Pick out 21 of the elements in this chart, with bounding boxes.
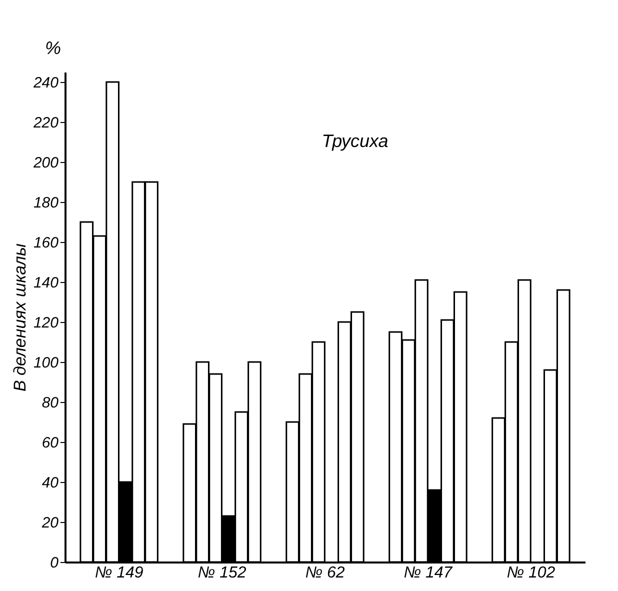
y-tick-label: 60 <box>42 434 60 452</box>
y-tick-label: 220 <box>32 114 60 132</box>
x-tick-label: № 149 <box>94 564 144 582</box>
y-tick-label: 40 <box>42 474 60 492</box>
y-axis-title: В делениях шкалы <box>10 243 30 392</box>
x-tick-label: № 102 <box>506 564 556 582</box>
y-tick-label: 80 <box>42 394 60 412</box>
y-tick-label: 0 <box>50 554 60 572</box>
text: % <box>44 38 62 58</box>
x-tick-label: № 147 <box>404 564 454 582</box>
y-tick-label: 140 <box>33 274 60 292</box>
y-tick-label: 20 <box>40 514 60 532</box>
x-tick-label: № 152 <box>198 564 246 582</box>
y-tick-label: 160 <box>33 234 60 252</box>
text: Трусиха <box>322 131 388 151</box>
y-tick-label: 120 <box>33 314 60 332</box>
x-tick-label: № 62 <box>305 564 345 582</box>
y-tick-label: 240 <box>32 74 60 92</box>
y-tick-label: 100 <box>33 354 60 372</box>
y-tick-label: 180 <box>33 194 60 212</box>
y-tick-label: 200 <box>32 154 60 172</box>
